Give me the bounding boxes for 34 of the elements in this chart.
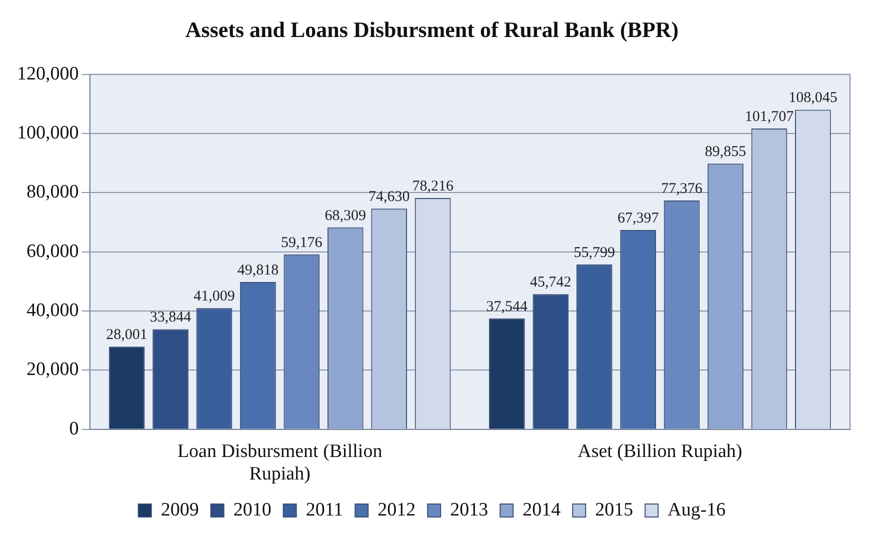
y-tick-label: 20,000 <box>26 359 79 380</box>
data-label: 101,707 <box>744 108 794 125</box>
chart-title: Assets and Loans Disbursment of Rural Bank (BPR) <box>185 16 679 42</box>
legend-label: Aug-16 <box>668 499 726 520</box>
y-tick-label: 0 <box>69 418 79 440</box>
data-label: 37,544 <box>486 298 528 315</box>
data-label: 41,009 <box>194 288 235 305</box>
data-label: 49,818 <box>237 262 279 278</box>
y-tick-label: 40,000 <box>26 300 79 322</box>
y-tick-label: 60,000 <box>26 240 79 262</box>
legend-label: 2012 <box>378 499 416 520</box>
y-tick-label: 120,000 <box>17 63 79 84</box>
y-tick-label: 80,000 <box>26 182 79 203</box>
data-label: 77,376 <box>661 180 703 197</box>
data-label: 67,397 <box>617 210 660 226</box>
data-label: 59,176 <box>281 234 323 251</box>
data-label: 108,045 <box>788 90 838 106</box>
data-label: 74,630 <box>368 189 410 206</box>
legend-label: 2010 <box>233 499 272 520</box>
data-label: 78,216 <box>412 178 454 194</box>
data-label: 89,855 <box>704 144 746 160</box>
data-label: 28,001 <box>106 327 148 343</box>
data-label: 45,742 <box>530 274 572 291</box>
data-label: 55,799 <box>574 244 615 261</box>
legend-label: 2013 <box>450 499 488 520</box>
y-tick-label: 100,000 <box>17 122 79 144</box>
legend-label: 2011 <box>306 499 344 520</box>
legend-label: 2014 <box>522 499 562 520</box>
x-tick-label: Aset (Billion Rupiah) <box>578 440 742 462</box>
legend-label: 2009 <box>160 499 199 520</box>
data-label: 68,309 <box>324 208 366 224</box>
legend-label: 2015 <box>595 499 634 520</box>
data-label: 33,844 <box>150 310 192 326</box>
x-tick-label: Loan Disbursment (Billion Rupiah) <box>177 440 383 485</box>
